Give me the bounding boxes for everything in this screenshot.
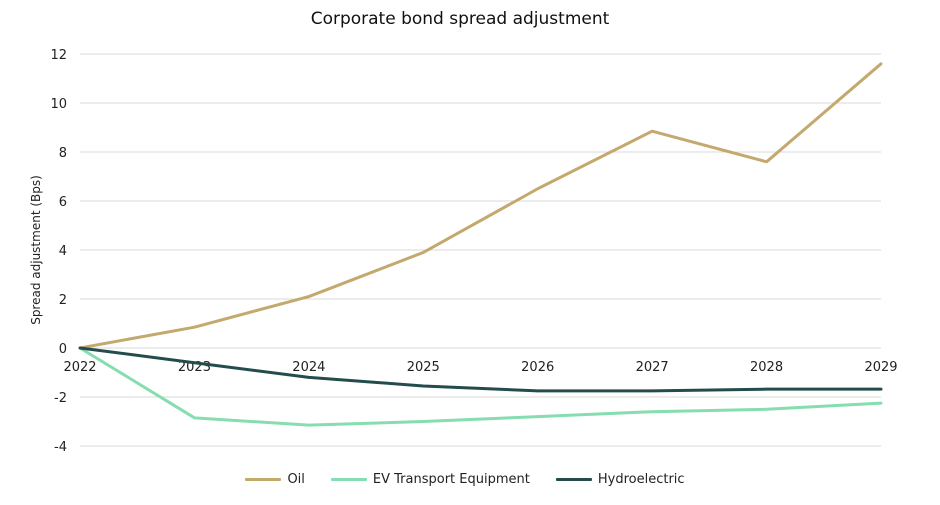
- legend-label: Hydroelectric: [597, 472, 685, 487]
- grid-lines: [80, 53, 881, 447]
- x-axis-ticks: 2022 2023 2024 2025 2026 2027 2028 2029: [63, 360, 897, 375]
- legend-item: Hydroelectric: [555, 472, 685, 487]
- y-tick-label: 10: [50, 97, 67, 112]
- y-tick-label: 4: [59, 244, 67, 259]
- x-tick-label: 2026: [521, 360, 554, 375]
- y-tick-label: 0: [59, 342, 67, 357]
- series-line-0: [78, 62, 883, 350]
- x-tick-label: 2027: [636, 360, 669, 375]
- legend-swatch: [555, 478, 592, 481]
- legend: Oil EV Transport Equipment Hydroelectric: [0, 472, 930, 487]
- x-tick-label: 2028: [750, 360, 783, 375]
- chart-title: Corporate bond spread adjustment: [310, 9, 610, 29]
- x-tick-label: 2029: [864, 360, 897, 375]
- y-tick-label: 8: [59, 146, 67, 161]
- legend-item: EV Transport Equipment: [330, 472, 530, 487]
- series-lines: [78, 62, 883, 427]
- legend-swatch: [330, 478, 367, 481]
- y-tick-label: -2: [54, 391, 67, 406]
- y-tick-label: 2: [59, 293, 67, 308]
- series-line-2: [78, 346, 883, 393]
- y-axis-label: Spread adjustment (Bps): [29, 175, 43, 325]
- legend-label: EV Transport Equipment: [372, 472, 530, 487]
- y-axis-ticks: -4 -2 0 2 4 6 8 10 12: [50, 48, 67, 455]
- x-tick-label: 2024: [292, 360, 325, 375]
- legend-item: Oil: [245, 472, 305, 487]
- y-tick-label: 12: [50, 48, 67, 63]
- legend-swatch: [245, 478, 282, 481]
- x-tick-label: 2025: [407, 360, 440, 375]
- y-tick-label: -4: [54, 440, 67, 455]
- legend-label: Oil: [287, 472, 305, 487]
- series-line-1: [78, 346, 883, 427]
- x-tick-label: 2022: [63, 360, 96, 375]
- y-tick-label: 6: [59, 195, 67, 210]
